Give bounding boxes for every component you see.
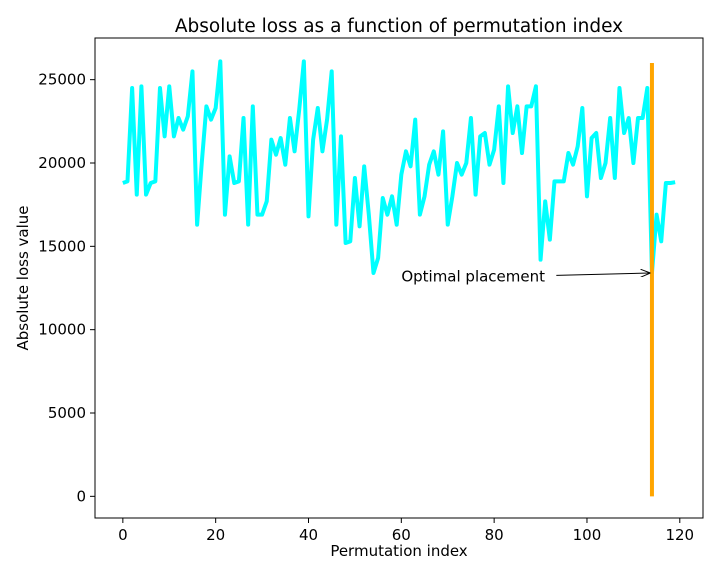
x-tick-label: 100 <box>573 526 602 544</box>
annotation-arrow <box>556 273 649 275</box>
plot-frame <box>94 37 704 519</box>
y-axis-label: Absolute loss value <box>14 205 32 350</box>
annotation-label: Optimal placement <box>401 267 545 285</box>
y-tick-label: 20000 <box>38 154 86 172</box>
x-axis: 0 20 40 60 80 100 120 <box>118 518 694 544</box>
y-tick-label: 25000 <box>38 71 86 89</box>
x-tick-label: 120 <box>665 526 694 544</box>
y-tick-label: 10000 <box>38 321 86 339</box>
series-line-0 <box>122 59 676 275</box>
x-tick-label: 40 <box>299 526 318 544</box>
x-tick-label: 20 <box>206 526 225 544</box>
y-tick-label: 15000 <box>38 237 86 255</box>
y-tick-label: 5000 <box>48 404 86 422</box>
x-axis-label: Permutation index <box>330 542 467 560</box>
x-tick-label: 80 <box>485 526 504 544</box>
y-axis: 0 5000 10000 15000 20000 25000 <box>38 71 95 505</box>
plot-area <box>122 59 676 497</box>
x-tick-label: 60 <box>392 526 411 544</box>
chart-title: Absolute loss as a function of permutati… <box>175 16 623 37</box>
y-tick-label: 0 <box>76 487 86 505</box>
x-tick-label: 0 <box>118 526 128 544</box>
